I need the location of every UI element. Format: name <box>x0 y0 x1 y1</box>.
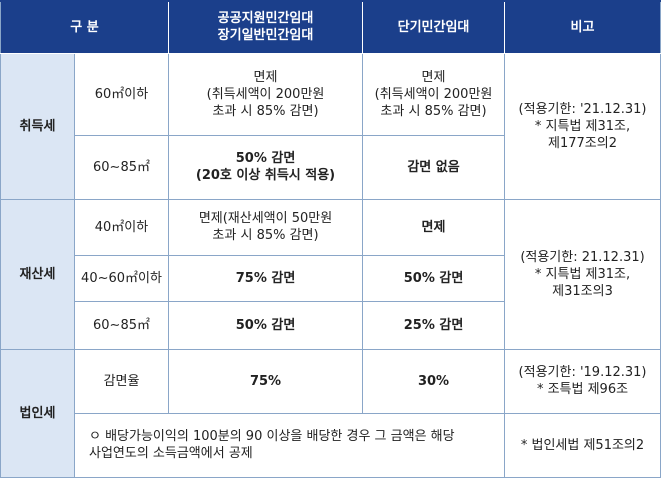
size-cell: 40~60㎡이하 <box>73 254 170 302</box>
header-category: 구 분 <box>0 0 170 54</box>
size-cell: 60㎡이하 <box>73 52 170 136</box>
benefit-title: 면제 <box>421 69 446 85</box>
benefit-title: 면제 <box>253 69 278 85</box>
size-cell: 40㎡이하 <box>73 198 170 256</box>
benefit-detail: (재산세액이 50만원 초과 시 85% 감면) <box>212 211 333 243</box>
benefit-detail: (취득세액이 200만원 초과 시 85% 감면) <box>374 86 493 119</box>
dividend-deduction-text: ㅇ 배당가능이익의 100분의 90 이상을 배당한 경우 그 금액은 해당 사… <box>73 412 506 478</box>
size-cell: 60∼85㎡ <box>73 300 170 350</box>
benefit-title: 면제 <box>198 211 223 226</box>
benefit-detail: (취득세액이 200만원 초과 시 85% 감면) <box>206 86 325 119</box>
acquisition-remarks: (적용기한: '21.12.31) * 지특법 제31조, 제177조의2 <box>504 52 662 200</box>
header-remarks: 비고 <box>504 0 662 54</box>
corporate-tax-label: 법인세 <box>0 348 75 478</box>
long-term-benefit: 50% 감면 <box>168 300 364 350</box>
short-term-benefit: 감면 없음 <box>362 134 506 200</box>
long-term-benefit: 면제 (취득세액이 200만원 초과 시 85% 감면) <box>168 52 364 136</box>
short-term-benefit: 50% 감면 <box>362 254 506 302</box>
long-term-benefit: 50% 감면 (20호 이상 취득시 적용) <box>168 134 364 200</box>
size-cell: 감면율 <box>73 348 170 414</box>
size-cell: 60∼85㎡ <box>73 134 170 200</box>
property-tax-label: 재산세 <box>0 198 75 350</box>
long-term-benefit: 75% 감면 <box>168 254 364 302</box>
short-term-benefit: 30% <box>362 348 506 414</box>
acquisition-tax-label: 취득세 <box>0 52 75 200</box>
property-remarks: (적용기한: 21.12.31) * 지특법 제31조, 제31조의3 <box>504 198 662 350</box>
short-term-benefit: 면제 (취득세액이 200만원 초과 시 85% 감면) <box>362 52 506 136</box>
header-long-term-rental: 공공지원민간임대 장기일반민간임대 <box>168 0 364 54</box>
long-term-benefit: 면제(재산세액이 50만원 초과 시 85% 감면) <box>168 198 364 256</box>
corporate-remarks: (적용기한: '19.12.31) * 조특법 제96조 <box>504 348 662 414</box>
short-term-benefit: 25% 감면 <box>362 300 506 350</box>
long-term-benefit: 75% <box>168 348 364 414</box>
short-term-benefit: 면제 <box>362 198 506 256</box>
header-short-term-rental: 단기민간임대 <box>362 0 506 54</box>
dividend-deduction-remarks: * 법인세법 제51조의2 <box>504 412 662 478</box>
